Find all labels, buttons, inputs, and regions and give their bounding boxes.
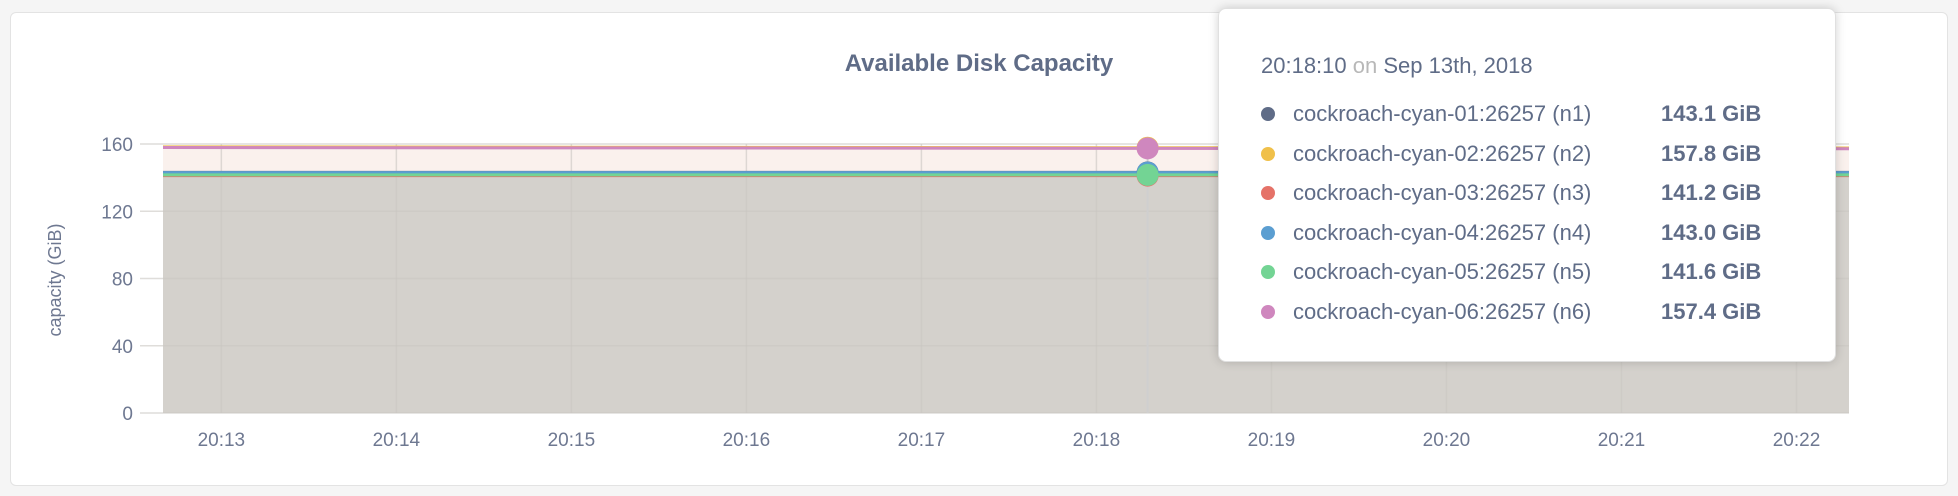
series-dot-icon [1261,186,1275,200]
tooltip-row: cockroach-cyan-03:26257 (n3) 141.2 GiB [1261,178,1761,208]
tooltip-series-value: 143.1 GiB [1661,101,1762,126]
y-tick-label: 0 [122,404,133,425]
tooltip-date: Sep 13th, 2018 [1383,53,1533,78]
series-dot-icon [1261,265,1275,279]
tooltip-series-name: cockroach-cyan-04:26257 (n4) [1293,219,1592,245]
x-tick-label: 20:22 [1773,430,1821,451]
y-tick-label: 40 [112,337,133,358]
series-dot-icon [1261,146,1275,161]
tooltip-time: 20:18:10 [1261,53,1347,78]
x-tick-label: 20:16 [723,430,771,451]
y-tick-label: 80 [112,270,133,291]
tooltip-series-name: cockroach-cyan-02:26257 (n2) [1293,140,1592,166]
tooltip-series-name: cockroach-cyan-05:26257 (n5) [1293,259,1592,284]
tooltip-on: on [1352,53,1378,78]
series-dot-icon [1261,107,1275,121]
series-dot-icon [1261,304,1275,319]
tooltip-header: 20:18:10 on Sep 13th, 2018 [1261,53,1533,79]
x-tick-label: 20:15 [548,430,596,451]
hover-point-n5 [1136,163,1159,186]
hover-tooltip: 20:18:10 on Sep 13th, 2018 cockroach-cya… [1218,8,1836,362]
hover-point-n6 [1136,137,1159,160]
x-tick-label: 20:14 [373,430,421,451]
tooltip-series-value: 157.4 GiB [1661,298,1762,324]
tooltip-series-value: 157.8 GiB [1661,140,1762,166]
tooltip-row: cockroach-cyan-01:26257 (n1) 143.1 GiB [1261,99,1761,129]
chart-title: Available Disk Capacity [844,50,1114,77]
x-tick-label: 20:13 [198,430,246,451]
tooltip-series-name: cockroach-cyan-01:26257 (n1) [1293,101,1592,126]
x-tick-label: 20:18 [1073,430,1121,451]
tooltip-row: cockroach-cyan-06:26257 (n6) 157.4 GiB [1261,297,1761,327]
x-tick-label: 20:21 [1598,430,1646,451]
x-tick-label: 20:19 [1248,430,1296,451]
series-dot-icon [1261,225,1275,240]
x-tick-label: 20:20 [1423,430,1471,451]
y-tick-label: 120 [101,202,133,223]
tooltip-series-name: cockroach-cyan-03:26257 (n3) [1293,180,1592,205]
tooltip-series-value: 143.0 GiB [1661,219,1762,245]
tooltip-row: cockroach-cyan-04:26257 (n4) 143.0 GiB [1261,218,1761,248]
tooltip-series-name: cockroach-cyan-06:26257 (n6) [1293,298,1592,324]
tooltip-series-value: 141.2 GiB [1661,180,1762,205]
y-axis-label: capacity (GiB) [45,223,65,336]
tooltip-row: cockroach-cyan-05:26257 (n5) 141.6 GiB [1261,257,1761,287]
y-tick-label: 160 [101,135,133,156]
tooltip-row: cockroach-cyan-02:26257 (n2) 157.8 GiB [1261,139,1761,169]
x-tick-label: 20:17 [898,430,946,451]
tooltip-series-value: 141.6 GiB [1661,259,1762,284]
